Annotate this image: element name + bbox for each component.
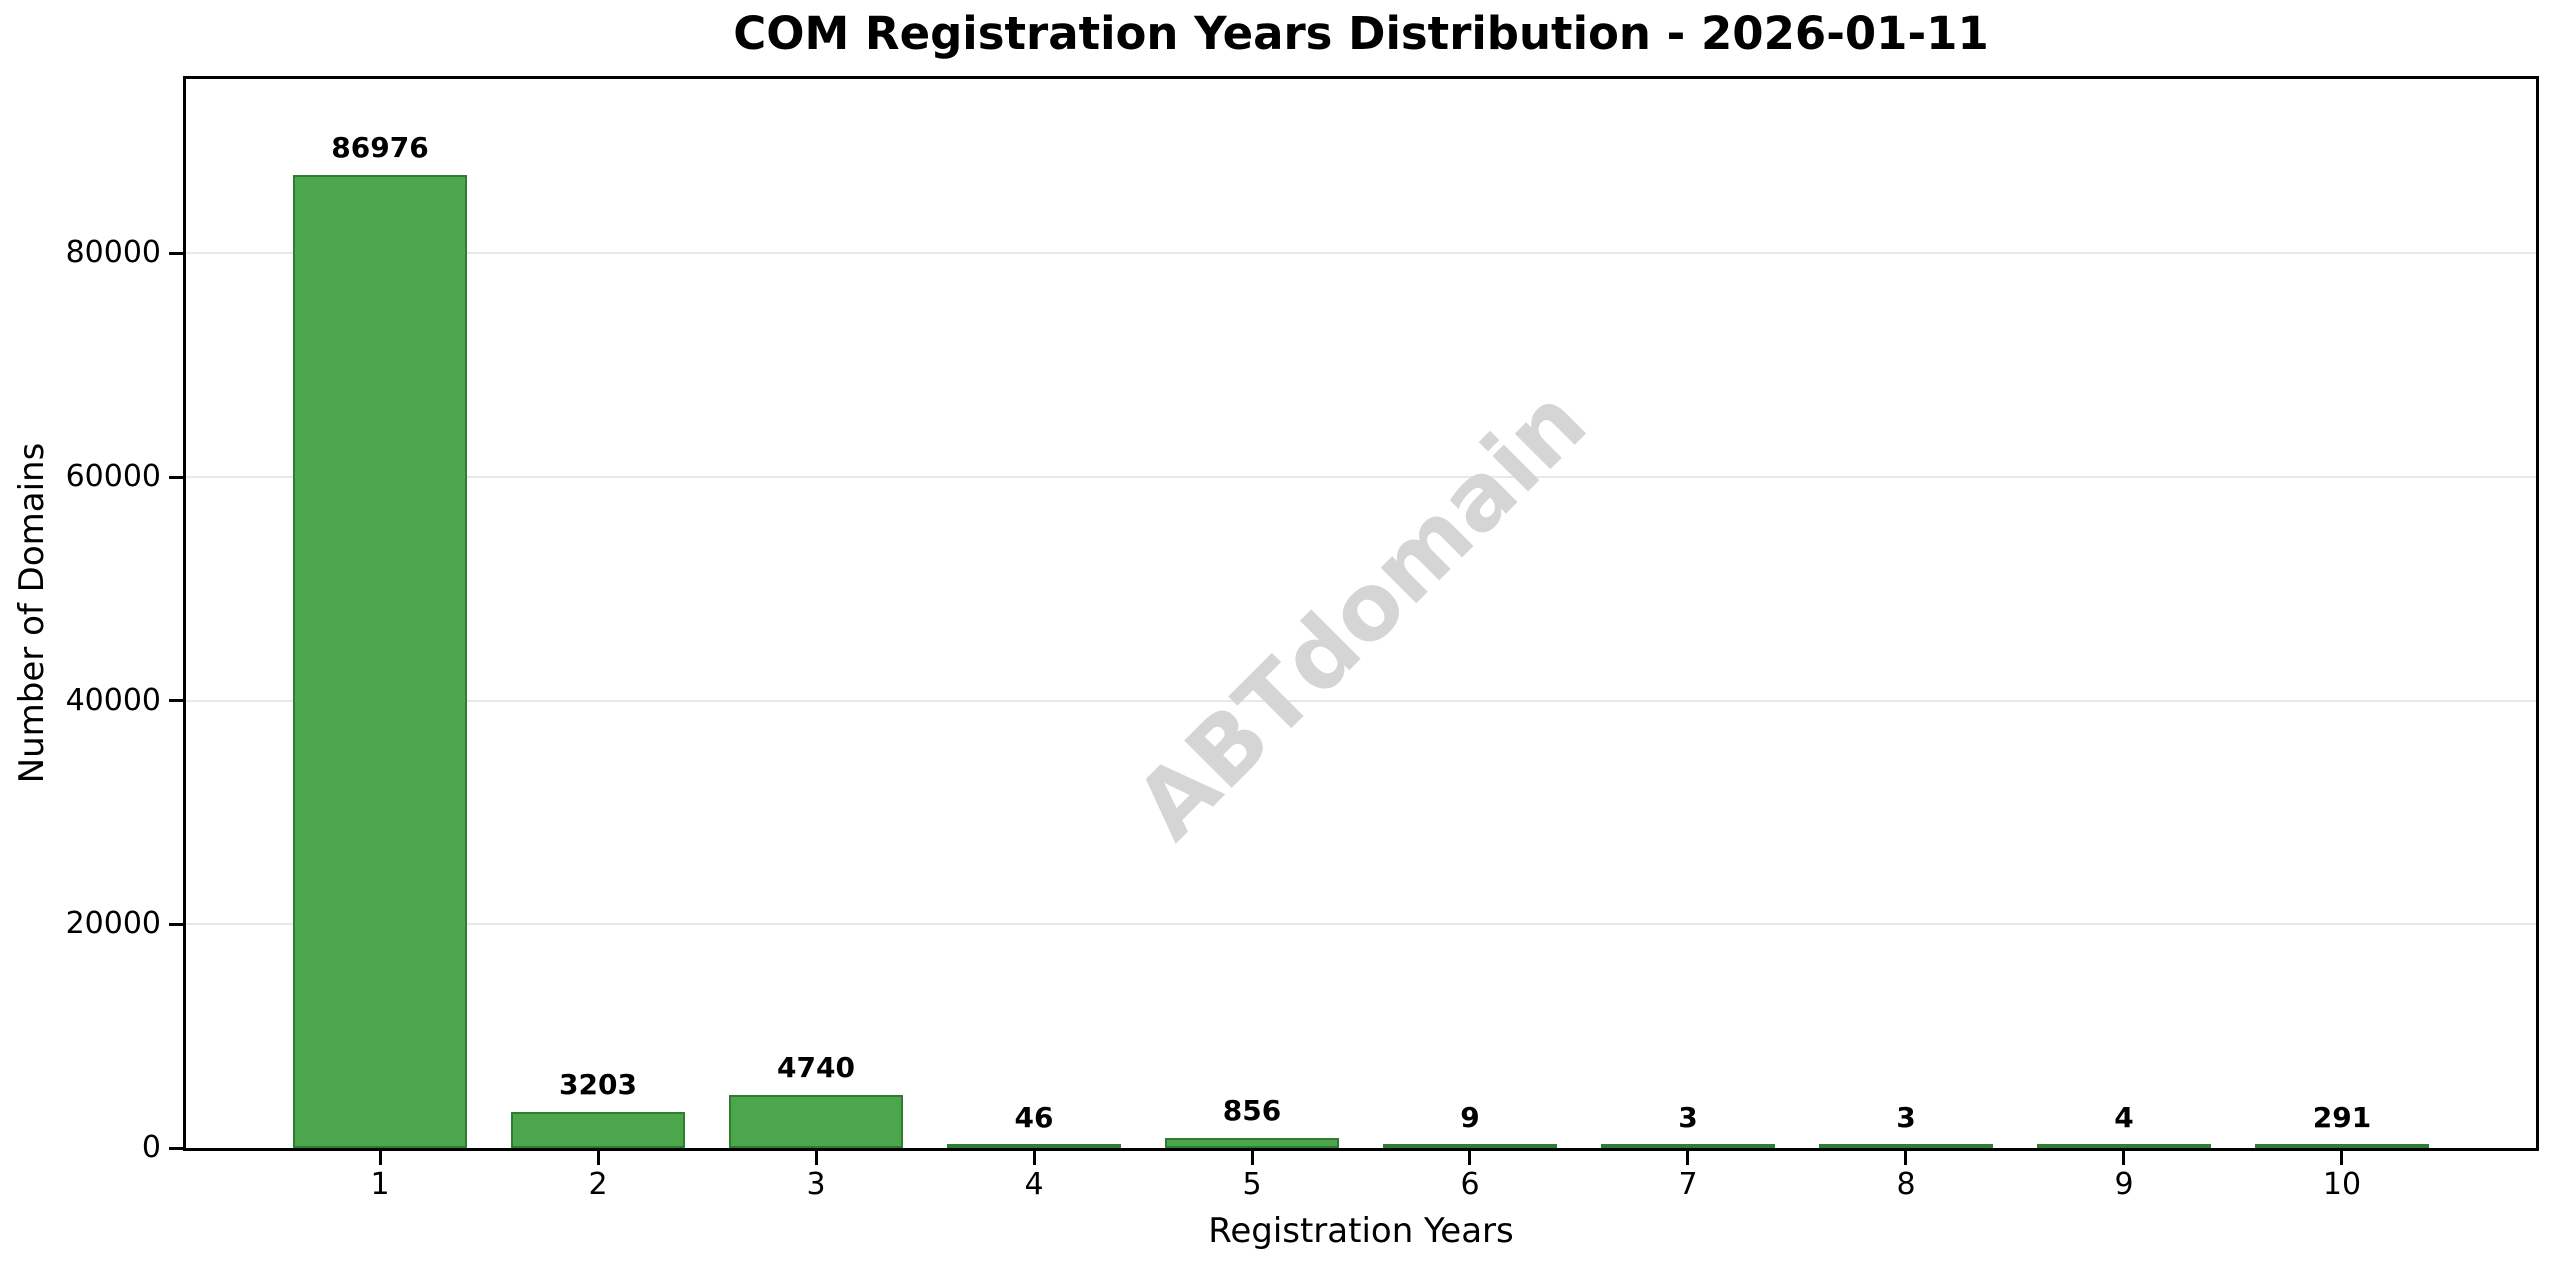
x-tick-label-7: 7 xyxy=(1678,1167,1698,1202)
bar-value-label-year-8: 3 xyxy=(1896,1101,1916,1134)
y-tick-label-40000: 40000 xyxy=(65,682,161,718)
x-tick-mark-10 xyxy=(2340,1151,2344,1165)
y-axis-label: Number of Domains xyxy=(12,442,52,784)
bar-value-label-year-9: 4 xyxy=(2114,1101,2134,1134)
x-axis-label: Registration Years xyxy=(1208,1211,1514,1251)
x-tick-mark-5 xyxy=(1250,1151,1254,1165)
bar-value-label-year-5: 856 xyxy=(1222,1094,1282,1128)
x-tick-mark-7 xyxy=(1686,1151,1690,1165)
x-tick-label-2: 2 xyxy=(588,1167,608,1202)
x-tick-mark-3 xyxy=(814,1151,818,1165)
bar-value-label-year-4: 46 xyxy=(1014,1101,1054,1134)
gridline-60000 xyxy=(186,476,2536,479)
y-tick-mark-40000 xyxy=(169,699,183,703)
bar-year-7 xyxy=(1600,1144,1776,1148)
y-tick-label-80000: 80000 xyxy=(65,235,161,271)
y-tick-label-0: 0 xyxy=(141,1130,161,1165)
bar-value-label-year-10: 291 xyxy=(2312,1100,2372,1134)
bar-value-label-year-3: 4740 xyxy=(777,1051,855,1084)
plot-inner: ABTdomain 86976 3203 4740 46 856 9 3 3 4 291 xyxy=(186,79,2536,1148)
bar-year-8 xyxy=(1818,1144,1994,1148)
x-tick-label-4: 4 xyxy=(1024,1167,1044,1202)
bar-year-4 xyxy=(946,1144,1122,1148)
plot-area: ABTdomain 86976 3203 4740 46 856 9 3 3 4 291 xyxy=(183,76,2539,1151)
bar-value-label-year-1: 86976 xyxy=(331,131,429,165)
bar-value-label-year-2: 3203 xyxy=(559,1068,637,1102)
x-tick-mark-1 xyxy=(378,1151,382,1165)
x-tick-mark-6 xyxy=(1468,1151,1472,1165)
chart-title: COM Registration Years Distribution - 20… xyxy=(733,7,1989,60)
x-tick-label-10: 10 xyxy=(2322,1167,2362,1202)
x-tick-label-6: 6 xyxy=(1460,1167,1480,1202)
watermark: ABTdomain xyxy=(1115,367,1607,860)
y-tick-mark-20000 xyxy=(169,922,183,926)
x-tick-mark-8 xyxy=(1904,1151,1908,1165)
gridline-80000 xyxy=(186,252,2536,255)
y-tick-label-20000: 20000 xyxy=(65,906,161,942)
bar-year-6 xyxy=(1382,1144,1558,1148)
bar-year-5 xyxy=(1164,1138,1340,1148)
x-tick-mark-2 xyxy=(596,1151,600,1165)
x-tick-label-3: 3 xyxy=(806,1167,826,1202)
bar-year-10 xyxy=(2254,1144,2430,1148)
y-tick-mark-80000 xyxy=(169,251,183,255)
x-tick-label-5: 5 xyxy=(1242,1167,1262,1202)
bar-year-9 xyxy=(2036,1144,2212,1148)
y-tick-mark-60000 xyxy=(169,475,183,479)
gridline-40000 xyxy=(186,699,2536,702)
x-tick-mark-9 xyxy=(2122,1151,2126,1165)
x-tick-label-9: 9 xyxy=(2114,1167,2134,1202)
gridline-20000 xyxy=(186,923,2536,926)
x-tick-label-1: 1 xyxy=(370,1167,390,1202)
y-tick-label-60000: 60000 xyxy=(65,459,161,495)
bar-value-label-year-6: 9 xyxy=(1460,1101,1480,1134)
x-tick-mark-4 xyxy=(1032,1151,1036,1165)
bar-value-label-year-7: 3 xyxy=(1678,1101,1698,1134)
bar-year-3 xyxy=(728,1095,904,1148)
y-tick-mark-0 xyxy=(169,1146,183,1150)
x-tick-label-8: 8 xyxy=(1896,1167,1916,1202)
bar-year-1 xyxy=(292,175,468,1148)
bar-year-2 xyxy=(510,1112,686,1148)
